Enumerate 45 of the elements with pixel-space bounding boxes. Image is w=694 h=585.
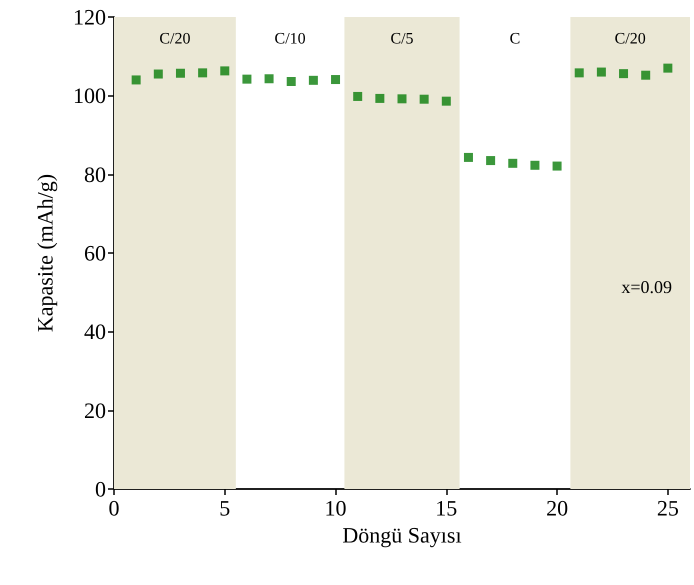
annotation: x=0.09: [621, 277, 672, 297]
annotation: C/20: [614, 30, 646, 48]
point: [198, 68, 208, 78]
y-axis-title: Kapasite (mAh/g): [32, 174, 58, 332]
x-tick-label: 5: [219, 496, 230, 520]
x-tick-label: 15: [435, 496, 458, 520]
y-tick-label: 60: [84, 240, 106, 266]
y-tick-label: 120: [73, 4, 106, 30]
point: [308, 76, 318, 85]
x-tick-label: 10: [324, 496, 347, 520]
point: [619, 69, 628, 78]
point: [398, 94, 406, 104]
annotation: C/20: [159, 30, 190, 48]
x-tick-label: 25: [656, 496, 679, 520]
point: [530, 160, 540, 170]
point: [264, 74, 274, 84]
point: [220, 66, 230, 76]
point: [574, 68, 584, 78]
point: [442, 96, 451, 106]
annotation: C/5: [390, 30, 414, 48]
point: [508, 158, 518, 168]
x-axis-title: Döngü Sayısı: [342, 522, 462, 548]
point: [552, 162, 562, 171]
x-tick-label: 20: [546, 496, 568, 520]
point: [154, 70, 163, 79]
annotation: C: [510, 30, 520, 48]
point: [242, 74, 252, 84]
point: [596, 68, 606, 77]
point: [286, 77, 296, 86]
point: [641, 70, 650, 80]
point: [486, 156, 496, 166]
point: [331, 75, 340, 84]
point: [132, 75, 141, 84]
y-tick-label: 20: [84, 398, 106, 423]
y-tick-label: 100: [73, 83, 106, 108]
point: [420, 94, 429, 104]
point: [464, 152, 473, 162]
point: [176, 68, 185, 78]
point: [353, 92, 362, 101]
y-tick-label: 40: [84, 319, 106, 344]
y-tick-label: 80: [84, 162, 106, 187]
point: [663, 64, 672, 73]
y-tick-label: 0: [95, 476, 106, 502]
point: [375, 94, 384, 103]
annotation: C/10: [274, 30, 306, 48]
